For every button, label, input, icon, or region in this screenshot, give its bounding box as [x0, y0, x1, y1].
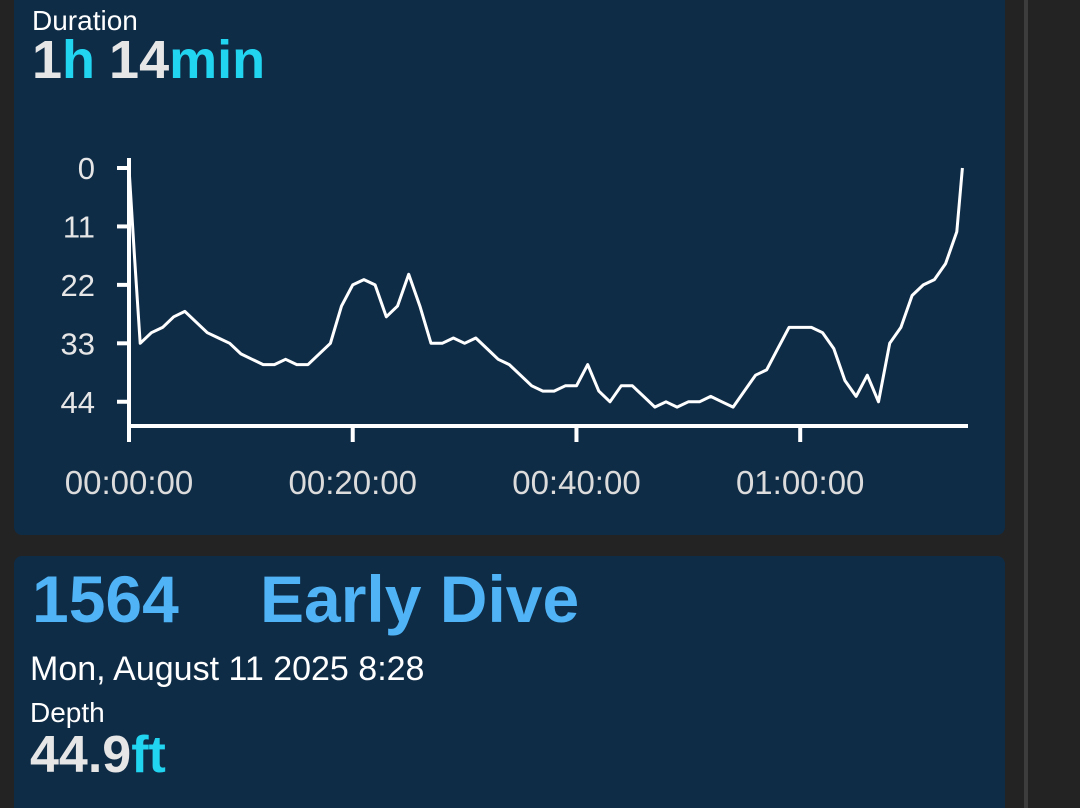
y-tick-label: 22 — [61, 268, 95, 303]
depth-chart: 0 11 22 33 44 00:00:00 00:20:00 00:40:00 01:00:0… — [61, 151, 968, 501]
y-tick-label: 44 — [61, 385, 95, 420]
duration-label: Duration — [32, 5, 138, 36]
x-tick-label: 00:20:00 — [288, 464, 416, 501]
y-tick-label: 33 — [61, 326, 95, 361]
minutes-unit: min — [169, 30, 265, 90]
depth-unit: ft — [131, 726, 166, 784]
y-tick-label: 11 — [63, 209, 95, 244]
divider — [1024, 0, 1028, 808]
depth-line — [127, 167, 964, 409]
depth-label: Depth — [30, 697, 105, 728]
minutes: 14 — [109, 30, 169, 90]
dive-name: Early Dive — [260, 562, 579, 636]
chart-card — [14, 0, 1005, 535]
dive-date: Mon, August 11 2025 8:28 — [30, 650, 424, 688]
hours-unit: h — [62, 30, 95, 90]
hours: 1 — [32, 30, 62, 90]
depth: 44.9 — [30, 726, 131, 784]
depth-value: 44.9ft — [30, 726, 166, 784]
x-tick-label: 01:00:00 — [736, 464, 864, 501]
dive-number: 1564 — [32, 562, 179, 636]
duration-value: 1h 14min — [32, 30, 265, 90]
x-tick-label: 00:40:00 — [512, 464, 640, 501]
y-tick-label: 0 — [78, 151, 95, 186]
x-tick-label: 00:00:00 — [65, 464, 193, 501]
dive-card — [14, 556, 1005, 808]
